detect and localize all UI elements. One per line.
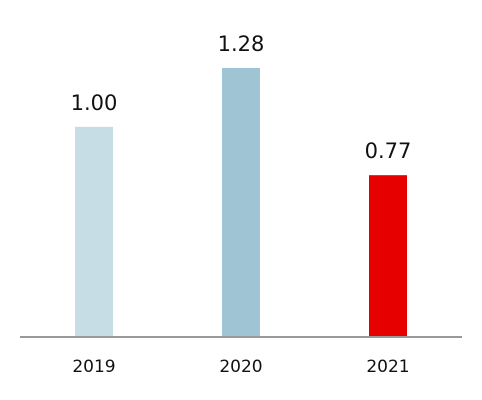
x-tick-label-2020: 2020 bbox=[219, 357, 262, 377]
value-label-2021: 0.77 bbox=[365, 139, 412, 163]
x-tick-label-2019: 2019 bbox=[72, 357, 115, 377]
x-tick-labels-group: 2019 2020 2021 bbox=[72, 357, 409, 377]
bar-2020 bbox=[222, 68, 260, 337]
bars-group bbox=[75, 68, 407, 337]
bar-2021 bbox=[369, 175, 407, 337]
value-label-2019: 1.00 bbox=[71, 91, 118, 115]
value-labels-group: 1.00 1.28 0.77 bbox=[71, 32, 412, 163]
x-tick-label-2021: 2021 bbox=[366, 357, 409, 377]
value-label-2020: 1.28 bbox=[218, 32, 265, 56]
bar-2019 bbox=[75, 126, 113, 337]
